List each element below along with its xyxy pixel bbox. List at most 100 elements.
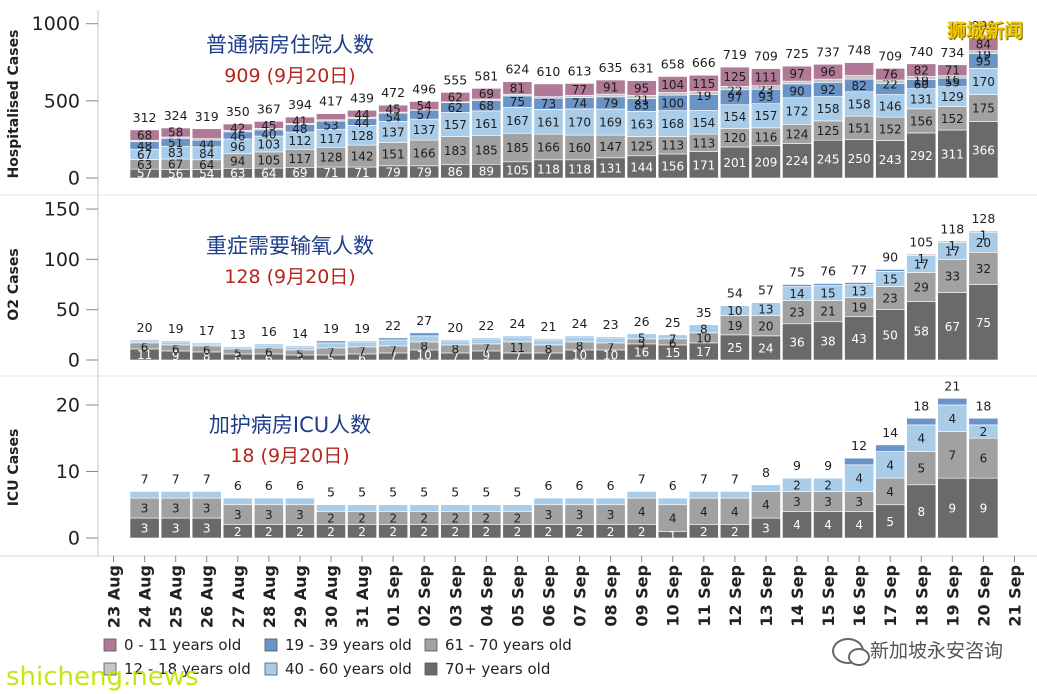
data-label: 2 (824, 478, 832, 492)
bar-segment (906, 63, 937, 77)
x-tick-label: 31 Aug (353, 565, 372, 628)
total-label: 394 (288, 97, 312, 112)
bar-segment (595, 497, 626, 506)
data-label: 2 (358, 512, 366, 526)
bar-segment (347, 340, 377, 343)
bar-segment (409, 139, 440, 167)
total-label: 14 (292, 326, 308, 341)
data-label: 154 (692, 116, 715, 130)
bar-segment (253, 344, 284, 349)
data-label: 69 (479, 87, 494, 101)
data-label: 60 (914, 78, 929, 92)
total-label: 24 (572, 316, 588, 331)
bar-segment (160, 341, 191, 346)
data-label: 152 (941, 112, 964, 126)
bar-segment (533, 338, 564, 341)
data-label: 5 (234, 346, 242, 360)
data-label: 86 (448, 165, 463, 179)
x-tick-label: 27 Aug (229, 565, 248, 628)
bar-segment (719, 491, 750, 499)
bar-segment (378, 104, 409, 113)
data-label: 3 (141, 502, 149, 516)
bar-segment (191, 128, 222, 139)
data-label: 14 (789, 287, 804, 301)
bar-segment (906, 484, 937, 539)
total-label: 472 (381, 85, 405, 100)
data-label: 104 (661, 78, 684, 92)
total-label: 737 (816, 44, 840, 59)
data-label: 111 (754, 71, 777, 85)
data-label: 4 (700, 505, 708, 519)
data-label: 6 (234, 351, 242, 365)
data-label: 71 (354, 166, 369, 180)
data-label: 19 (914, 74, 929, 88)
data-label: 97 (727, 91, 742, 105)
bar-segment (813, 283, 843, 286)
data-label: 75 (976, 316, 991, 330)
bar-segment (471, 110, 502, 137)
data-label: 57 (417, 108, 432, 122)
x-tick-label: 20 Sep (974, 565, 993, 627)
data-label: 2 (483, 512, 491, 526)
data-label: 44 (354, 108, 369, 122)
bar-segment (222, 123, 253, 131)
data-label: 57 (137, 167, 152, 181)
bar-segment (688, 491, 719, 499)
data-label: 90 (789, 84, 804, 98)
data-label: 1 (669, 529, 677, 543)
bar-segment (533, 109, 564, 135)
data-label: 152 (879, 122, 902, 136)
data-label: 96 (820, 65, 835, 79)
data-label: 2 (389, 525, 397, 539)
data-label: 6 (172, 342, 180, 356)
total-label: 23 (603, 317, 619, 332)
data-label: 19 (696, 89, 711, 103)
data-label: 2 (545, 525, 553, 539)
data-label: 16 (945, 73, 960, 87)
data-label: 2 (514, 512, 522, 526)
data-label: 25 (727, 341, 742, 355)
x-tick-label: 02 Sep (415, 565, 434, 627)
total-label: 14 (882, 425, 898, 440)
data-label: 95 (976, 54, 991, 68)
data-label: 4 (917, 432, 925, 446)
bar-segment (285, 346, 315, 351)
legend-swatch (424, 662, 438, 676)
data-label: 169 (599, 116, 622, 130)
data-label: 8 (700, 322, 708, 336)
total-label: 5 (451, 485, 459, 500)
data-label: 158 (848, 97, 871, 111)
data-label: 5 (296, 347, 304, 361)
total-label: 7 (203, 471, 211, 486)
bar-segment (719, 146, 750, 179)
y-tick-label: 100 (44, 249, 80, 271)
data-label: 71 (945, 64, 960, 78)
data-label: 292 (910, 149, 933, 163)
bar-segment (906, 272, 937, 302)
total-label: 19 (323, 321, 339, 336)
total-label: 6 (576, 478, 584, 493)
bar-segment (937, 431, 968, 479)
bar-segment (937, 64, 968, 77)
bar-segment (844, 62, 875, 76)
data-label: 63 (137, 158, 152, 172)
total-label: 19 (354, 321, 370, 336)
bar-segment (906, 301, 937, 361)
data-label: 161 (475, 117, 498, 131)
legend-label: 0 - 11 years old (124, 636, 241, 654)
total-label: 57 (758, 283, 774, 298)
data-label: 3 (855, 495, 863, 509)
data-label: 118 (537, 162, 560, 176)
bar-segment (502, 132, 533, 163)
data-label: 366 (972, 143, 995, 157)
data-label: 84 (199, 147, 214, 161)
data-label: 75 (510, 95, 525, 109)
data-label: 3 (545, 508, 553, 522)
data-label: 163 (630, 117, 653, 131)
bar-segment (502, 81, 533, 95)
data-label: 54 (385, 111, 400, 125)
bar-segment (316, 340, 346, 344)
bar-segment (502, 335, 533, 338)
data-label: 113 (692, 136, 715, 150)
data-label: 100 (661, 96, 684, 110)
